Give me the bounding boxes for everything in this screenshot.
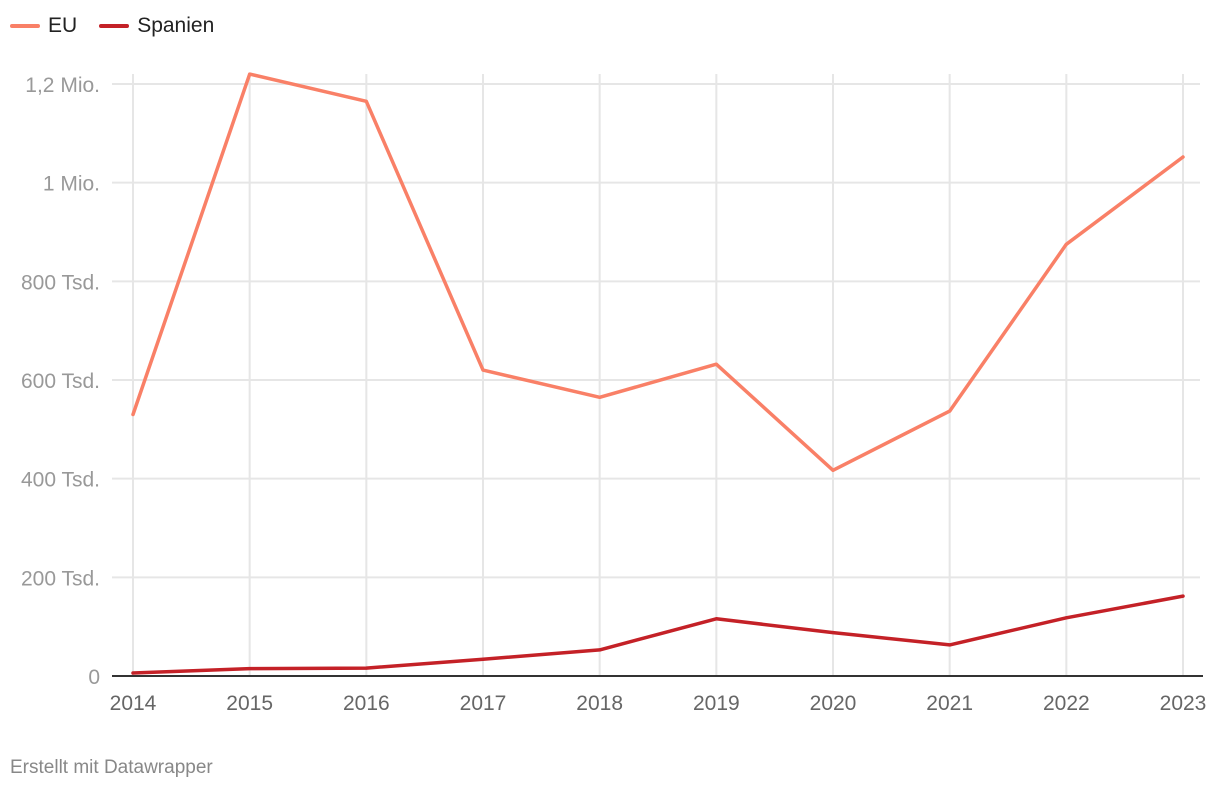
data-point-spanien [714,617,718,621]
y-tick-label: 1 Mio. [43,173,100,196]
x-tick-label: 2016 [343,692,390,715]
x-tick-label: 2018 [576,692,623,715]
x-tick-label: 2019 [693,692,740,715]
legend-item-spanien: Spanien [99,14,214,38]
y-tick-label: 1,2 Mio. [25,74,100,97]
series-line-spanien [131,594,1185,675]
line-chart: 0 200 Tsd. 400 Tsd. 600 Tsd. 800 Tsd. 1 Mio. 1… [21,72,1207,715]
data-point-eu [364,99,368,103]
y-tick-label: 400 Tsd. [21,469,100,492]
data-point-eu [831,468,835,472]
legend-item-eu: EU [10,14,77,38]
data-point-spanien [598,648,602,652]
legend-swatch-spanien [99,24,130,28]
x-tick-label: 2023 [1160,692,1207,715]
data-point-spanien [831,631,835,635]
y-tick-label: 800 Tsd. [21,271,100,294]
data-point-eu [131,413,135,417]
footer-credit: Erstellt mit Datawrapper [10,757,213,778]
data-point-spanien [131,671,135,675]
data-point-eu [481,368,485,372]
y-tick-label: 200 Tsd. [21,567,100,590]
x-tick-label: 2015 [226,692,273,715]
legend-label-eu: EU [48,14,78,37]
data-point-spanien [481,657,485,661]
y-tick-label: 0 [88,666,100,689]
y-tick-label: 600 Tsd. [21,370,100,393]
legend: EU Spanien [10,14,214,38]
legend-swatch-eu [10,24,40,28]
data-point-spanien [1181,594,1185,598]
data-point-eu [248,72,252,76]
data-point-eu [948,409,952,413]
x-tick-label: 2020 [810,692,857,715]
data-point-eu [1064,242,1068,246]
data-point-eu [714,362,718,366]
data-point-eu [1181,155,1185,159]
x-tick-label: 2021 [926,692,973,715]
x-tick-label: 2017 [460,692,507,715]
data-point-eu [598,395,602,399]
x-tick-label: 2022 [1043,692,1090,715]
data-point-spanien [364,666,368,670]
x-tick-label: 2014 [110,692,157,715]
series-line-eu [131,72,1185,473]
legend-label-spanien: Spanien [137,14,215,37]
data-point-spanien [948,643,952,647]
data-point-spanien [248,667,252,671]
data-point-spanien [1064,616,1068,620]
